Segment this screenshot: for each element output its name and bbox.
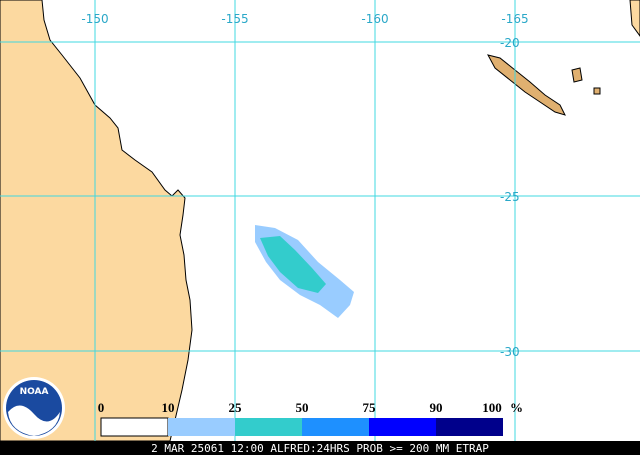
legend-label: 90 [430,400,443,415]
legend-label: 0 [98,400,105,415]
legend-swatch [436,418,503,436]
lon-label: -155 [221,12,248,26]
land-edge [629,0,640,37]
lon-label: -165 [501,12,528,26]
lon-label: -160 [361,12,388,26]
logo-bird [8,405,60,436]
legend: 0 10 25 50 75 90 100 % [98,400,523,437]
legend-label: 100 [482,400,502,415]
logo-text: NOAA [20,387,49,397]
legend-unit: % [510,400,523,415]
footer-bar [0,441,640,455]
legend-swatch [235,418,302,436]
legend-label: 50 [296,400,309,415]
prob-area-25 [260,236,326,293]
footer-text: 2 MAR 25061 12:00 ALFRED:24HRS PROB >= 2… [151,442,489,455]
legend-swatch [100,417,169,437]
grid [0,0,640,441]
logo: NOAA [3,377,65,439]
lon-label: -150 [81,12,108,26]
legend-label: 75 [363,400,377,415]
lat-label: -25 [500,190,520,204]
legend-swatch [168,418,235,436]
legend-swatch [302,418,369,436]
island [571,67,583,83]
land-australia [0,0,193,442]
legend-label: 25 [229,400,243,415]
lat-label: -30 [500,345,520,359]
legend-label: 10 [162,400,175,415]
legend-swatch [369,418,436,436]
island [593,87,601,95]
lat-label: -20 [500,36,520,50]
